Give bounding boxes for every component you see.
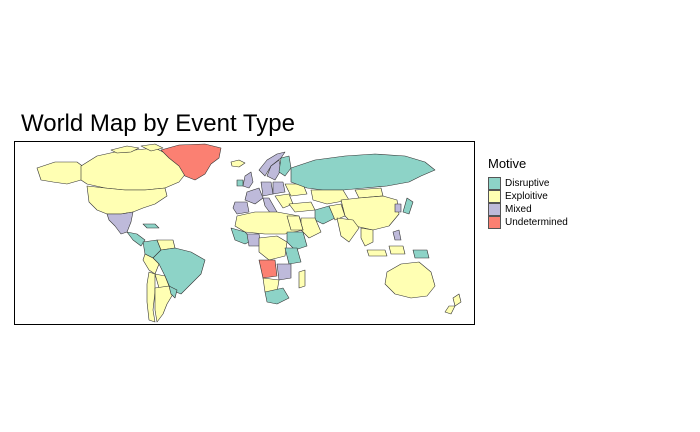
country-kazakhstan	[310, 189, 350, 205]
legend-swatch	[488, 203, 501, 216]
country-spain	[232, 201, 250, 215]
country-italy	[262, 197, 278, 215]
legend-label: Mixed	[505, 204, 532, 215]
country-france	[244, 187, 264, 205]
country-indonesia-2	[388, 245, 406, 255]
country-philippines	[392, 229, 402, 241]
country-canada-islands-2	[140, 143, 164, 152]
legend-item-mixed: Mixed	[488, 203, 568, 216]
country-japan	[402, 197, 414, 215]
country-germany	[260, 181, 274, 197]
country-mozambique	[276, 263, 292, 281]
country-india	[336, 217, 360, 243]
country-poland	[272, 181, 286, 195]
country-angola	[258, 259, 278, 279]
legend: Motive Disruptive Exploitive Mixed Undet…	[488, 156, 568, 229]
country-chile	[146, 271, 156, 323]
country-new-zealand	[452, 293, 462, 307]
country-canada-islands	[110, 145, 140, 154]
country-ireland	[236, 179, 244, 187]
legend-label: Exploitive	[505, 191, 548, 202]
world-map	[36, 143, 462, 323]
country-turkey	[288, 201, 316, 213]
legend-label: Disruptive	[505, 178, 550, 189]
country-madagascar	[298, 269, 306, 289]
country-alaska	[36, 161, 86, 185]
country-paraguay	[168, 285, 178, 299]
country-norway	[258, 151, 286, 177]
country-cuba	[142, 223, 160, 229]
country-korea	[394, 203, 402, 213]
country-south-africa	[264, 287, 290, 305]
map-panel	[14, 141, 475, 325]
country-greenland	[160, 143, 222, 181]
legend-swatch	[488, 190, 501, 203]
country-central-africa	[258, 235, 288, 261]
legend-swatch	[488, 177, 501, 190]
country-uk	[242, 171, 254, 189]
legend-swatch	[488, 216, 501, 229]
country-papua-new-guinea	[412, 249, 430, 259]
country-egypt	[286, 215, 304, 231]
country-finland	[278, 155, 292, 177]
country-pakistan	[328, 203, 346, 221]
country-iceland	[230, 159, 246, 168]
country-usa	[86, 185, 168, 215]
country-mexico	[106, 211, 134, 235]
country-central-america	[126, 231, 146, 247]
country-kenya	[284, 247, 302, 265]
legend-label: Undetermined	[505, 217, 568, 228]
legend-item-undetermined: Undetermined	[488, 216, 568, 229]
map-title: World Map by Event Type	[21, 110, 295, 137]
country-australia	[384, 261, 436, 299]
country-new-zealand-2	[444, 305, 456, 315]
country-ethiopia	[286, 231, 308, 251]
legend-item-exploitive: Exploitive	[488, 190, 568, 203]
country-indonesia	[366, 249, 388, 257]
country-russia	[290, 153, 436, 191]
legend-item-disruptive: Disruptive	[488, 177, 568, 190]
country-southeast-asia	[360, 227, 374, 247]
legend-title: Motive	[488, 156, 527, 171]
